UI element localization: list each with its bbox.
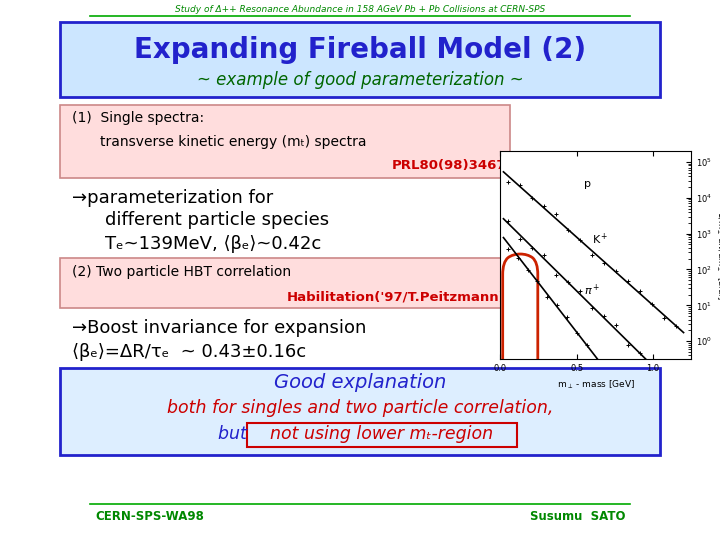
Y-axis label: 1/m$_\perp$ dN/dm$_\perp$  [a.u.]: 1/m$_\perp$ dN/dm$_\perp$ [a.u.] (714, 211, 720, 300)
Text: Good explanation: Good explanation (274, 374, 446, 393)
FancyBboxPatch shape (60, 258, 510, 308)
Text: Susumu  SATO: Susumu SATO (529, 510, 625, 523)
FancyBboxPatch shape (247, 423, 517, 447)
Text: (1)  Single spectra:: (1) Single spectra: (72, 111, 204, 125)
Text: $\pi^+$: $\pi^+$ (585, 282, 600, 298)
Text: CERN-SPS-WA98: CERN-SPS-WA98 (95, 510, 204, 523)
Text: Habilitation('97/T.Peitzmann): Habilitation('97/T.Peitzmann) (287, 291, 506, 303)
Text: →parameterization for: →parameterization for (72, 189, 274, 207)
FancyBboxPatch shape (60, 22, 660, 97)
Text: but: but (218, 425, 253, 443)
Text: transverse kinetic energy (mₜ) spectra: transverse kinetic energy (mₜ) spectra (100, 135, 366, 149)
Text: (2) Two particle HBT correlation: (2) Two particle HBT correlation (72, 265, 291, 279)
FancyBboxPatch shape (60, 368, 660, 455)
Text: Expanding Fireball Model (2): Expanding Fireball Model (2) (134, 36, 586, 64)
Text: K$^+$: K$^+$ (592, 232, 608, 247)
Text: PRL80(98)3467: PRL80(98)3467 (392, 159, 506, 172)
Text: not using lower mₜ-region: not using lower mₜ-region (271, 425, 494, 443)
FancyBboxPatch shape (60, 105, 510, 178)
Text: both for singles and two particle correlation,: both for singles and two particle correl… (167, 399, 553, 417)
Text: p: p (585, 179, 591, 189)
Text: →Boost invariance for expansion: →Boost invariance for expansion (72, 319, 366, 337)
Text: Study of Δ++ Resonance Abundance in 158 AGeV Pb + Pb Collisions at CERN-SPS: Study of Δ++ Resonance Abundance in 158 … (175, 5, 545, 15)
Text: ~ example of good parameterization ~: ~ example of good parameterization ~ (197, 71, 523, 89)
Text: Tₑ~139MeV, ⟨βₑ⟩~0.42c: Tₑ~139MeV, ⟨βₑ⟩~0.42c (105, 235, 321, 253)
Text: different particle species: different particle species (105, 211, 329, 229)
X-axis label: m$_\perp$ - mass [GeV]: m$_\perp$ - mass [GeV] (557, 379, 635, 391)
Text: ⟨βₑ⟩=ΔR/τₑ  ~ 0.43±0.16c: ⟨βₑ⟩=ΔR/τₑ ~ 0.43±0.16c (72, 343, 306, 361)
